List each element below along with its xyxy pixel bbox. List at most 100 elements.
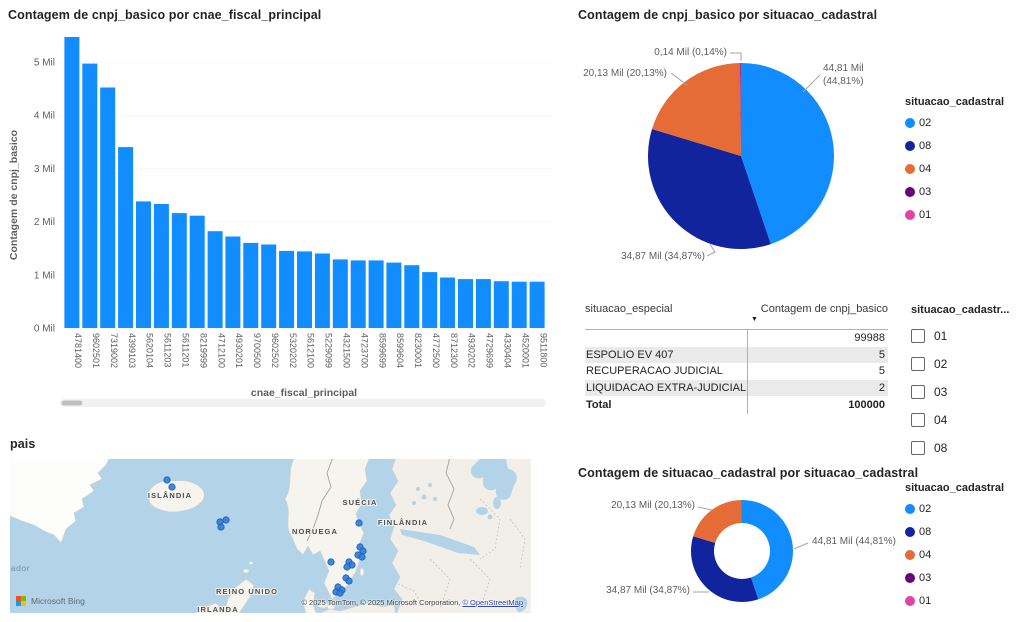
bar-5611201[interactable]	[171, 213, 187, 328]
legend-dot-icon	[905, 550, 915, 560]
legend-item-08[interactable]: 08	[905, 526, 1020, 538]
bar-4930201[interactable]	[225, 236, 241, 329]
y-tick-label: 5 Mil	[34, 58, 55, 69]
table-row[interactable]: LIQUIDACAO EXTRA-JUDICIAL 2	[585, 379, 888, 396]
slicer-option-label: 04	[934, 413, 948, 427]
legend-item-08[interactable]: 08	[905, 140, 1020, 152]
bar-4723700[interactable]	[350, 260, 366, 328]
table-total-row[interactable]: Total 100000	[585, 396, 888, 414]
y-tick-label: 2 Mil	[34, 217, 55, 228]
bar-4781400[interactable]	[64, 37, 80, 328]
table-row[interactable]: RECUPERACAO JUDICIAL 5	[585, 363, 888, 380]
donut-chart[interactable]	[560, 462, 1024, 622]
map-label-suécia: SUÉCIA	[343, 498, 378, 507]
legend-dot-icon	[905, 573, 915, 583]
bar-7319002[interactable]	[100, 87, 116, 329]
x-category-label: 4321500	[342, 333, 352, 368]
map-label-reino-unido: REINO UNIDO	[216, 587, 278, 596]
pie-chart[interactable]	[560, 0, 1024, 300]
bar-4712100[interactable]	[207, 231, 223, 328]
legend-item-02[interactable]: 02	[905, 503, 1020, 515]
bar-4520001[interactable]	[511, 281, 527, 328]
bar-4321500[interactable]	[332, 259, 348, 328]
bar-8230001[interactable]	[404, 265, 420, 328]
bar-8599699[interactable]	[368, 260, 384, 328]
checkbox-icon[interactable]	[911, 357, 925, 371]
slicer-option-03[interactable]: 03	[911, 385, 1021, 399]
bar-chart[interactable]: 0 Mil 1 Mil 2 Mil 3 Mil 4 Mil 5 Mil Contagem d…	[0, 0, 560, 420]
legend-item-03[interactable]: 03	[905, 572, 1020, 584]
map-data-point[interactable]	[168, 483, 176, 491]
donut-slice-02[interactable]	[742, 500, 793, 600]
legend-item-01[interactable]: 01	[905, 209, 1020, 221]
legend-item-label: 01	[919, 209, 932, 221]
cell-situacao-especial: ESPOLIO EV 407	[586, 348, 674, 361]
slicer-option-08[interactable]: 08	[911, 441, 1021, 455]
bar-5612100[interactable]	[297, 251, 312, 328]
map-data-point[interactable]	[217, 523, 225, 531]
bar-8712300[interactable]	[440, 277, 456, 329]
map-canvas[interactable]: ISLÂNDIA NORUEGA SUÉCIA FINLÂNDIA REINO UNID…	[10, 459, 531, 613]
pie-slice-02[interactable]	[741, 63, 835, 245]
slicer-option-01[interactable]: 01	[911, 329, 1021, 343]
bar-8219999[interactable]	[189, 215, 205, 328]
legend-item-01[interactable]: 01	[905, 595, 1020, 607]
legend-item-04[interactable]: 04	[905, 549, 1020, 561]
donut-legend: situacao_cadastral 02 08 04 03 01	[905, 482, 1020, 618]
bar-8599604[interactable]	[386, 262, 402, 328]
pie-slice-03[interactable]	[739, 63, 741, 156]
bar-9700500[interactable]	[243, 242, 259, 328]
checkbox-icon[interactable]	[911, 413, 925, 427]
bar-4399103[interactable]	[118, 147, 134, 328]
bar-4729699[interactable]	[475, 279, 491, 328]
x-category-label: 8599699	[377, 333, 387, 368]
slicer-option-04[interactable]: 04	[911, 413, 1021, 427]
bar-5620104[interactable]	[136, 201, 151, 328]
donut-slice-08[interactable]	[691, 536, 759, 602]
checkbox-icon[interactable]	[911, 385, 925, 399]
donut-slice-03[interactable]	[741, 499, 742, 523]
scrollbar-thumb[interactable]	[61, 400, 83, 406]
sort-descending-icon[interactable]: ▼	[751, 316, 758, 323]
map-data-point[interactable]	[355, 519, 363, 527]
bar-9511800[interactable]	[529, 281, 545, 328]
map-data-point[interactable]	[327, 558, 335, 566]
y-tick-label: 3 Mil	[34, 164, 55, 175]
openstreetmap-link[interactable]: © OpenStreetMap	[462, 598, 523, 607]
map-data-point[interactable]	[358, 553, 366, 561]
bar-9602502[interactable]	[261, 244, 277, 329]
map-data-point[interactable]	[336, 589, 344, 597]
table-row[interactable]: ESPOLIO EV 407 5	[585, 346, 888, 363]
y-tick-label: 0 Mil	[34, 324, 55, 335]
legend-item-03[interactable]: 03	[905, 186, 1020, 198]
legend-item-02[interactable]: 02	[905, 117, 1020, 129]
donut-slice-04[interactable]	[693, 500, 742, 543]
bar-4772500[interactable]	[422, 272, 438, 328]
bar-5229099[interactable]	[314, 253, 330, 329]
bar-4330404[interactable]	[493, 281, 509, 328]
map-data-point[interactable]	[345, 577, 353, 585]
table-header-situacao-especial[interactable]: situacao_especial	[585, 303, 673, 315]
table-header-contagem[interactable]: Contagem de cnpj_basico	[760, 303, 888, 315]
x-axis-title: cnae_fiscal_principal	[251, 387, 357, 399]
legend-dot-icon	[905, 504, 915, 514]
bar-9602501[interactable]	[82, 63, 98, 328]
legend-item-04[interactable]: 04	[905, 163, 1020, 175]
table-row[interactable]: 99988	[585, 330, 888, 347]
map-data-point[interactable]	[222, 516, 230, 524]
checkbox-icon[interactable]	[911, 329, 925, 343]
pie-slice-08[interactable]	[647, 129, 771, 250]
checkbox-icon[interactable]	[911, 441, 925, 455]
situacao-especial-table: situacao_especial Contagem de cnpj_basic…	[585, 303, 888, 414]
bar-5611203[interactable]	[153, 204, 169, 328]
map-data-point[interactable]	[163, 476, 171, 484]
pie-slice-04[interactable]	[651, 63, 741, 157]
map-borders	[306, 459, 526, 610]
scrollbar-track[interactable]	[60, 399, 546, 407]
bing-map[interactable]: ISLÂNDIA NORUEGA SUÉCIA FINLÂNDIA REINO UNID…	[10, 459, 531, 613]
slicer-option-02[interactable]: 02	[911, 357, 1021, 371]
legend-item-label: 02	[919, 117, 932, 129]
map-data-point[interactable]	[343, 563, 351, 571]
bar-4930202[interactable]	[458, 279, 473, 328]
bar-5320202[interactable]	[279, 250, 295, 328]
